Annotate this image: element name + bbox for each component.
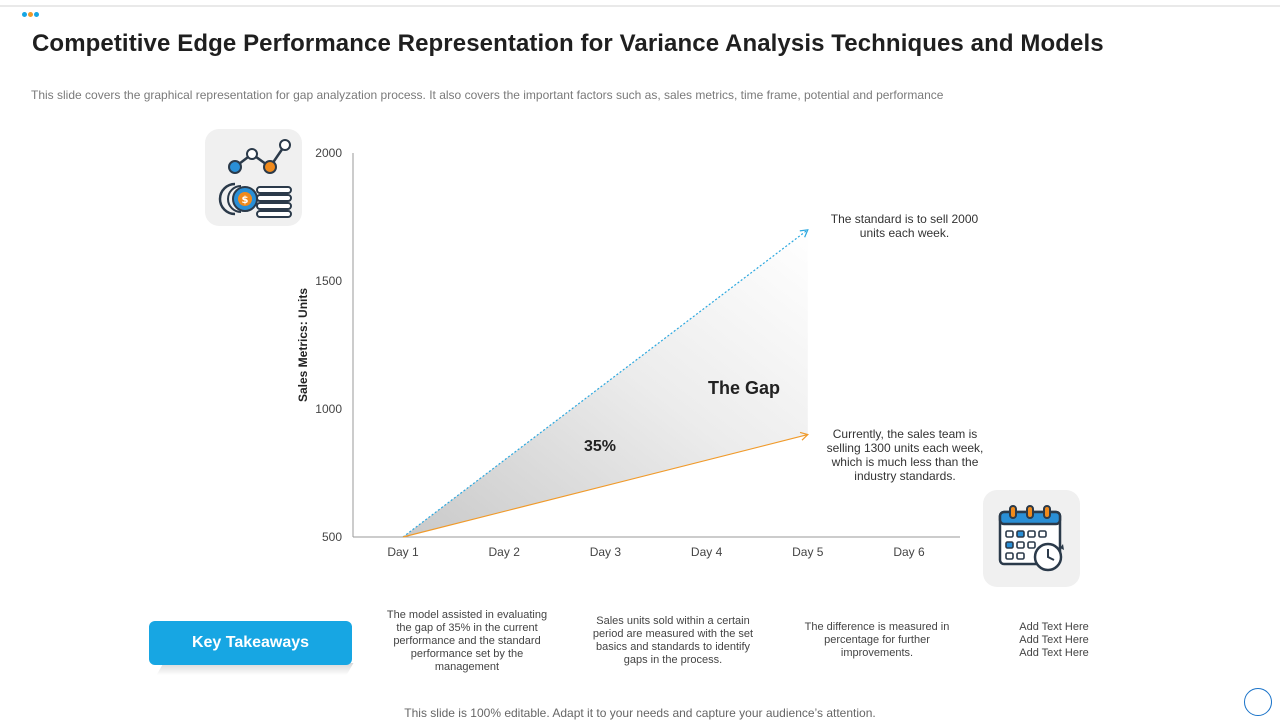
calendar-clock-icon (998, 505, 1064, 572)
y-tick-label: 2000 (315, 146, 342, 160)
x-tick-label: Day 5 (792, 545, 824, 559)
current-annotation: Currently, the sales team is selling 130… (826, 427, 984, 483)
top-rule (0, 5, 1280, 7)
standard-annotation: The standard is to sell 2000 units each … (830, 212, 979, 240)
takeaway-item-4: Add Text Here Add Text Here Add Text Her… (1019, 621, 1089, 659)
sales-coins-line-chart-icon: $ (218, 139, 292, 218)
x-tick-label: Day 6 (893, 545, 925, 559)
gap-percent: 35% (584, 438, 616, 455)
slide-title: Competitive Edge Performance Representat… (32, 30, 1104, 57)
x-tick-label: Day 4 (691, 545, 723, 559)
current-performance-line (402, 431, 809, 538)
takeaway-item-1: The model assisted in evaluating the gap… (386, 609, 548, 673)
x-tick-label: Day 3 (590, 545, 622, 559)
y-axis-label: Sales Metrics: Units (296, 288, 310, 402)
footer-note: This slide is 100% editable. Adapt it to… (404, 706, 876, 720)
takeaway-item-2: Sales units sold within a certain period… (592, 615, 754, 666)
svg-text:$: $ (242, 195, 249, 206)
gap-chart: 500 1000 1500 2000 Day 1 Day 2 Day 3 Day 4 Day … (296, 146, 960, 559)
navigation-circle-button[interactable] (1244, 688, 1272, 716)
x-tick-label: Day 2 (489, 545, 521, 559)
y-tick-label: 1500 (315, 274, 342, 288)
calendar-icon-tile (983, 490, 1080, 587)
brand-logo (22, 4, 40, 22)
gap-label: The Gap (708, 378, 780, 398)
y-tick-label: 1000 (315, 402, 342, 416)
takeaway-item-3: The difference is measured in percentage… (804, 621, 950, 659)
sales-icon-tile: $ (205, 129, 302, 226)
standard-performance-line (402, 229, 809, 538)
x-tick-label: Day 1 (387, 545, 419, 559)
key-takeaways-button[interactable]: Key Takeaways (149, 621, 352, 665)
slide-subtitle: This slide covers the graphical represen… (31, 88, 944, 102)
y-tick-label: 500 (322, 530, 342, 544)
